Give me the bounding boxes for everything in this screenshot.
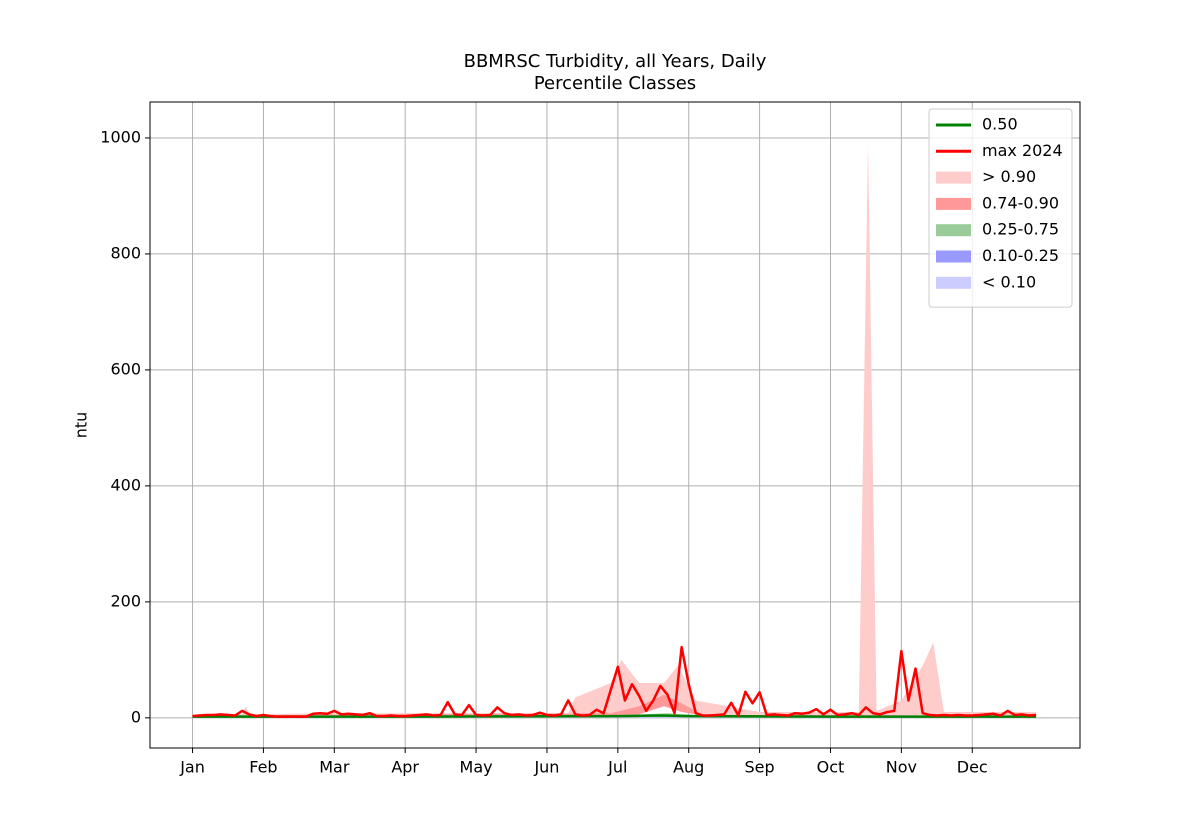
legend-swatch — [936, 197, 971, 210]
legend-label: < 0.10 — [982, 272, 1036, 291]
x-tick-label: Sep — [745, 758, 775, 777]
y-tick-label: 200 — [110, 591, 141, 610]
legend-label: 0.25-0.75 — [982, 220, 1059, 239]
legend-swatch — [936, 250, 971, 263]
y-tick-label: 400 — [110, 475, 141, 494]
x-tick-label: Feb — [249, 758, 277, 777]
chart-subtitle: Percentile Classes — [534, 73, 696, 94]
y-axis-label: ntu — [72, 412, 91, 439]
series-line — [192, 714, 1037, 718]
x-tick-label: Oct — [817, 758, 845, 777]
x-tick-label: Aug — [673, 758, 704, 777]
legend-label: 0.50 — [982, 115, 1018, 134]
chart-title: BBMRSC Turbidity, all Years, Daily — [464, 51, 767, 72]
legend-swatch — [936, 276, 971, 289]
y-tick-label: 600 — [110, 359, 141, 378]
x-tick-label: Jun — [533, 758, 559, 777]
series-line — [192, 645, 1037, 718]
x-tick-label: Mar — [319, 758, 350, 777]
percentile-band — [192, 143, 1037, 717]
x-tick-label: Dec — [957, 758, 988, 777]
x-tick-label: Nov — [886, 758, 917, 777]
legend-label: max 2024 — [982, 141, 1063, 160]
plot-frame — [149, 101, 1081, 749]
x-tick-label: Jul — [607, 758, 627, 777]
x-tick-label: Apr — [391, 758, 419, 777]
legend-label: 0.74-0.90 — [982, 193, 1059, 212]
x-tick-label: May — [460, 758, 493, 777]
legend-swatch — [936, 171, 971, 184]
y-tick-label: 0 — [131, 707, 141, 726]
x-tick-label: Jan — [179, 758, 205, 777]
legend-label: > 0.90 — [982, 167, 1036, 186]
y-tick-label: 800 — [110, 243, 141, 262]
y-tick-label: 1000 — [100, 127, 141, 146]
legend-swatch — [936, 224, 971, 237]
legend-label: 0.10-0.25 — [982, 246, 1059, 265]
